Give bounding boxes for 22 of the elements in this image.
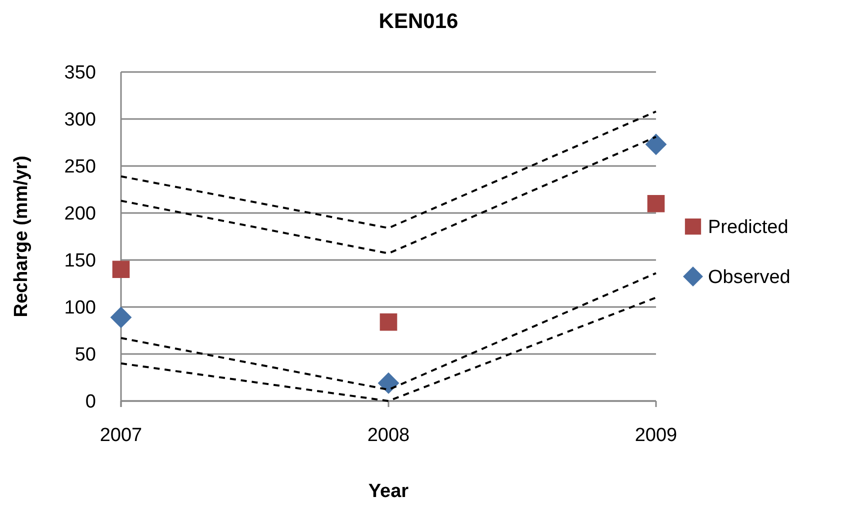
y-tick-label: 350 [64, 62, 96, 84]
y-tick-label: 150 [64, 250, 96, 272]
x-tick-label: 2009 [634, 425, 678, 446]
point [380, 313, 398, 331]
point [647, 194, 665, 212]
legend-label: Predicted [708, 217, 788, 238]
point [110, 306, 132, 328]
chart-title: KEN016 [378, 10, 458, 33]
x-axis-title: Year [368, 481, 410, 502]
y-tick-label: 100 [64, 298, 96, 319]
legend-label: Observed [708, 267, 790, 288]
point [112, 260, 130, 278]
point [645, 134, 667, 156]
y-tick-label: 0 [85, 392, 96, 413]
y-tick-label: 200 [64, 204, 96, 225]
y-tick-label: 50 [74, 344, 96, 366]
y-axis-title: Recharge (mm/yr) [11, 156, 32, 318]
y-tick-label: 300 [64, 110, 96, 131]
y-tick-label: 250 [64, 156, 96, 178]
x-tick-label: 2007 [100, 425, 142, 446]
point [378, 372, 400, 394]
x-tick-label: 2008 [367, 425, 410, 446]
